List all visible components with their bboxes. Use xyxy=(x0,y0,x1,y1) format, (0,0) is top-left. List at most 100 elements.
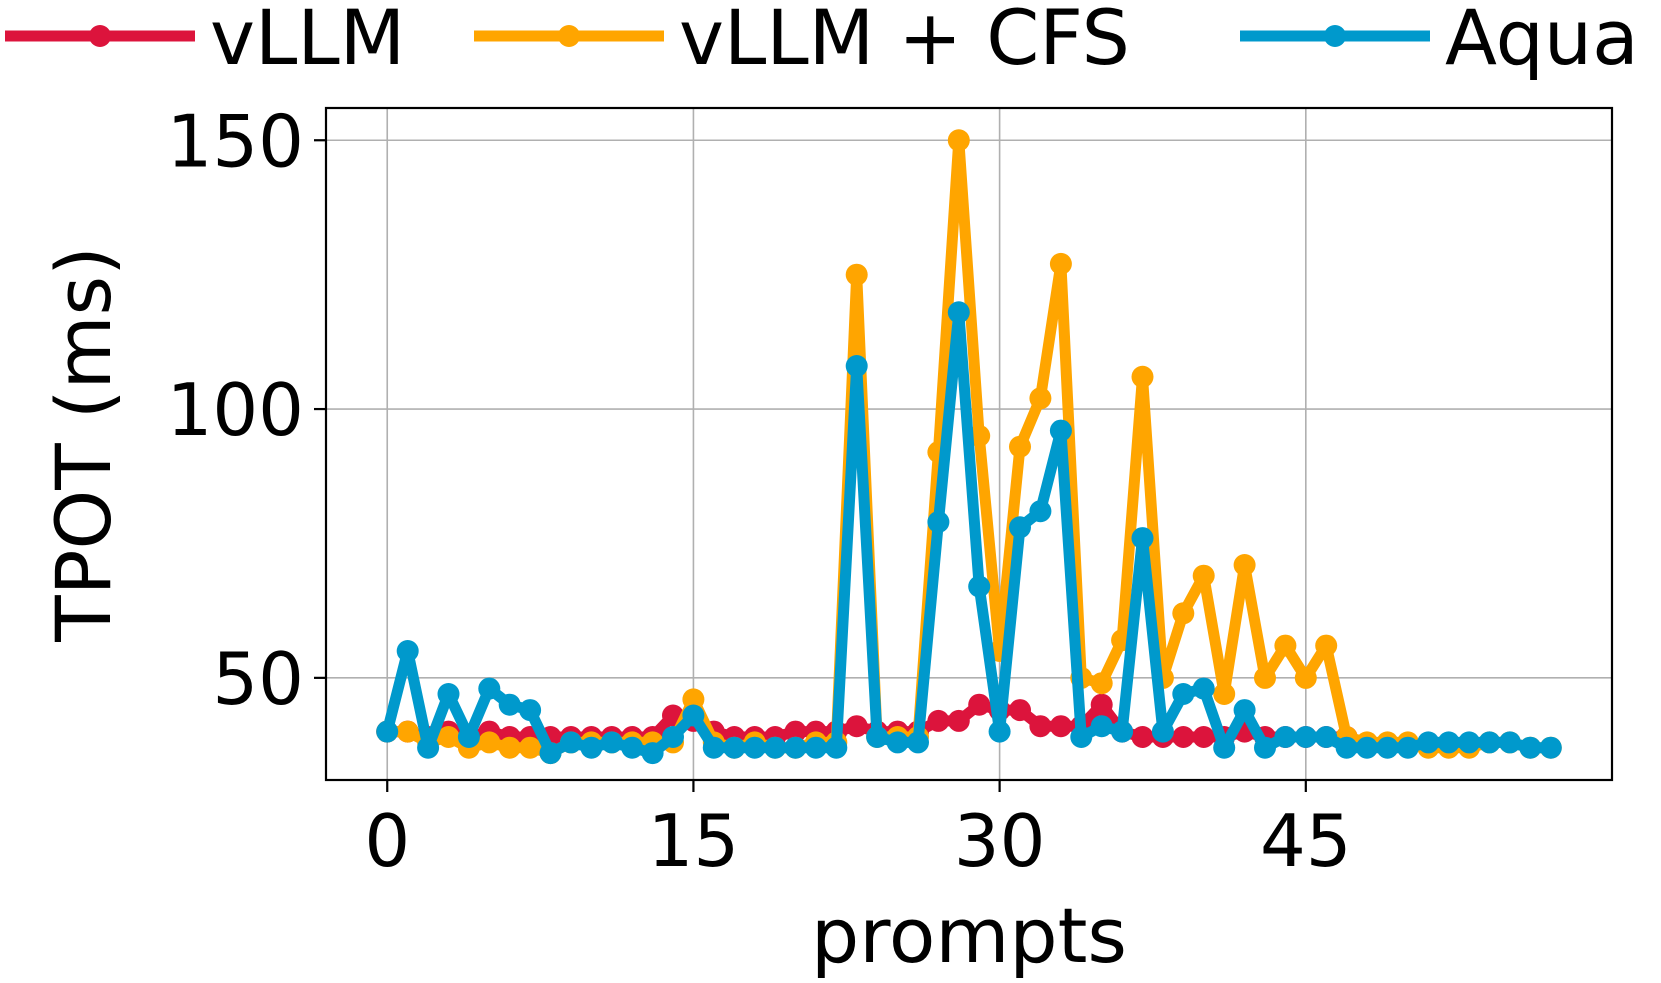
legend-marker xyxy=(558,25,580,47)
data-point xyxy=(1029,715,1052,738)
data-point xyxy=(1009,699,1031,722)
data-point xyxy=(1192,677,1215,700)
data-point xyxy=(641,742,664,765)
data-point xyxy=(1254,736,1276,759)
series-line xyxy=(381,306,1557,759)
data-point xyxy=(1172,726,1195,748)
x-tick-label: 15 xyxy=(648,799,740,883)
data-point xyxy=(1315,726,1338,748)
data-point xyxy=(539,742,562,765)
legend-label: vLLM + CFS xyxy=(679,0,1130,82)
x-tick-label: 45 xyxy=(1260,799,1352,883)
data-point xyxy=(1151,720,1174,743)
legend: vLLM vLLM + CFS Aqua xyxy=(5,0,1639,82)
data-point xyxy=(947,301,970,324)
data-point xyxy=(376,720,399,743)
data-point xyxy=(1049,419,1072,442)
data-point xyxy=(1437,731,1460,754)
data-point xyxy=(845,715,868,738)
y-tick-label: 100 xyxy=(167,368,304,452)
data-point xyxy=(968,575,991,598)
data-point xyxy=(1131,365,1154,388)
data-point xyxy=(417,736,440,759)
data-point xyxy=(682,688,705,711)
legend-marker xyxy=(1324,25,1346,47)
data-point xyxy=(866,726,889,748)
data-point xyxy=(1274,726,1297,748)
x-tick-label: 30 xyxy=(954,799,1046,883)
data-point xyxy=(1049,715,1072,738)
x-tick-label: 0 xyxy=(364,799,410,883)
data-point xyxy=(1539,736,1562,759)
data-point xyxy=(1335,736,1358,759)
data-point xyxy=(845,355,868,377)
data-point xyxy=(1192,726,1215,748)
data-point xyxy=(1458,731,1481,754)
data-point xyxy=(1049,252,1072,275)
data-point xyxy=(1315,634,1338,657)
data-point xyxy=(1417,731,1440,754)
data-point xyxy=(1478,731,1501,754)
series-layer xyxy=(376,129,1562,765)
data-point xyxy=(784,736,807,759)
x-axis-label: prompts xyxy=(811,891,1127,980)
data-point xyxy=(580,736,603,759)
data-point xyxy=(1376,736,1399,759)
y-tick-label: 50 xyxy=(212,637,304,721)
data-point xyxy=(519,736,542,759)
data-point xyxy=(1233,554,1256,576)
data-point xyxy=(1172,683,1195,705)
data-point xyxy=(988,720,1011,743)
data-point xyxy=(1090,715,1113,738)
y-tick-label: 150 xyxy=(167,99,304,183)
data-point xyxy=(1131,527,1154,550)
data-point xyxy=(1233,699,1256,722)
data-point xyxy=(519,699,542,722)
data-point xyxy=(927,511,950,533)
data-point xyxy=(1274,634,1297,657)
data-point xyxy=(457,726,480,748)
legend-entry: vLLM xyxy=(5,0,405,82)
data-point xyxy=(1213,683,1236,705)
data-point xyxy=(498,693,521,716)
data-point xyxy=(437,726,460,748)
plot-frame xyxy=(324,106,1614,782)
data-point xyxy=(804,736,827,759)
data-point xyxy=(1192,564,1215,587)
data-point xyxy=(1213,736,1236,759)
data-point xyxy=(396,720,419,743)
data-point xyxy=(927,709,950,732)
series-2 xyxy=(376,301,1562,765)
data-point xyxy=(662,726,684,748)
data-point xyxy=(1131,726,1154,748)
legend-label: Aqua xyxy=(1445,0,1639,82)
data-point xyxy=(947,129,970,152)
legend-entry: Aqua xyxy=(1240,0,1639,82)
data-point xyxy=(825,736,848,759)
data-point xyxy=(1294,666,1317,689)
data-point xyxy=(1090,672,1113,695)
data-point xyxy=(478,677,501,700)
data-point xyxy=(702,736,725,759)
data-point xyxy=(396,640,419,662)
data-point xyxy=(437,683,460,705)
data-point xyxy=(498,736,521,759)
data-point xyxy=(1029,500,1052,523)
data-point xyxy=(784,720,807,743)
data-point xyxy=(1090,693,1113,716)
axis-ticks: 0 15 30 45 50 100 150 xyxy=(167,99,1352,883)
data-point xyxy=(723,736,746,759)
data-point xyxy=(845,263,868,286)
data-point xyxy=(600,731,623,754)
data-point xyxy=(621,736,644,759)
data-point xyxy=(1009,516,1031,539)
data-point xyxy=(1356,736,1378,759)
y-axis-label: TPOT (ms) xyxy=(39,246,128,643)
data-point xyxy=(1254,666,1276,689)
data-point xyxy=(764,736,787,759)
data-point xyxy=(1396,736,1419,759)
data-point xyxy=(1029,387,1052,410)
data-point xyxy=(1172,602,1195,625)
data-point xyxy=(743,736,766,759)
